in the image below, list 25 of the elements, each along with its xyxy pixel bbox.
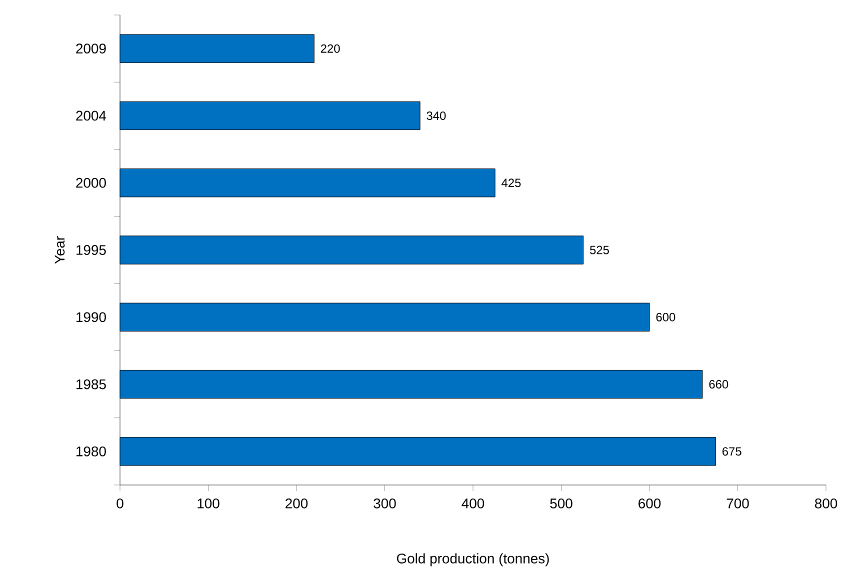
data-label: 600 (656, 312, 676, 322)
y-tick-label: 1985 (76, 379, 106, 390)
x-tick-label: 400 (462, 498, 484, 508)
data-label: 220 (320, 44, 340, 53)
x-tick-label: 800 (814, 498, 838, 508)
x-tick-label: 200 (286, 498, 308, 508)
data-label: 660 (709, 380, 728, 389)
y-tick-label: 2004 (76, 110, 106, 121)
x-tick-label: 600 (638, 498, 661, 508)
x-tick-label: 0 (116, 498, 124, 508)
y-axis-title: Year (54, 236, 65, 264)
y-tick-label: 2000 (76, 178, 106, 188)
data-label: 425 (502, 178, 521, 188)
y-tick-label: 2009 (76, 44, 106, 54)
y-tick-label: 1980 (76, 446, 106, 456)
y-tick-label: 1990 (76, 312, 106, 322)
y-tick-label: 1995 (76, 245, 106, 255)
x-tick-label: 100 (198, 498, 220, 508)
x-tick-label: 700 (726, 498, 749, 508)
data-label: 340 (426, 111, 446, 120)
x-axis-title: Gold production (tonnes) (396, 553, 549, 566)
data-label: 525 (590, 246, 609, 254)
data-label: 675 (722, 447, 742, 456)
x-tick-label: 500 (550, 498, 572, 508)
x-tick-label: 300 (374, 498, 396, 508)
